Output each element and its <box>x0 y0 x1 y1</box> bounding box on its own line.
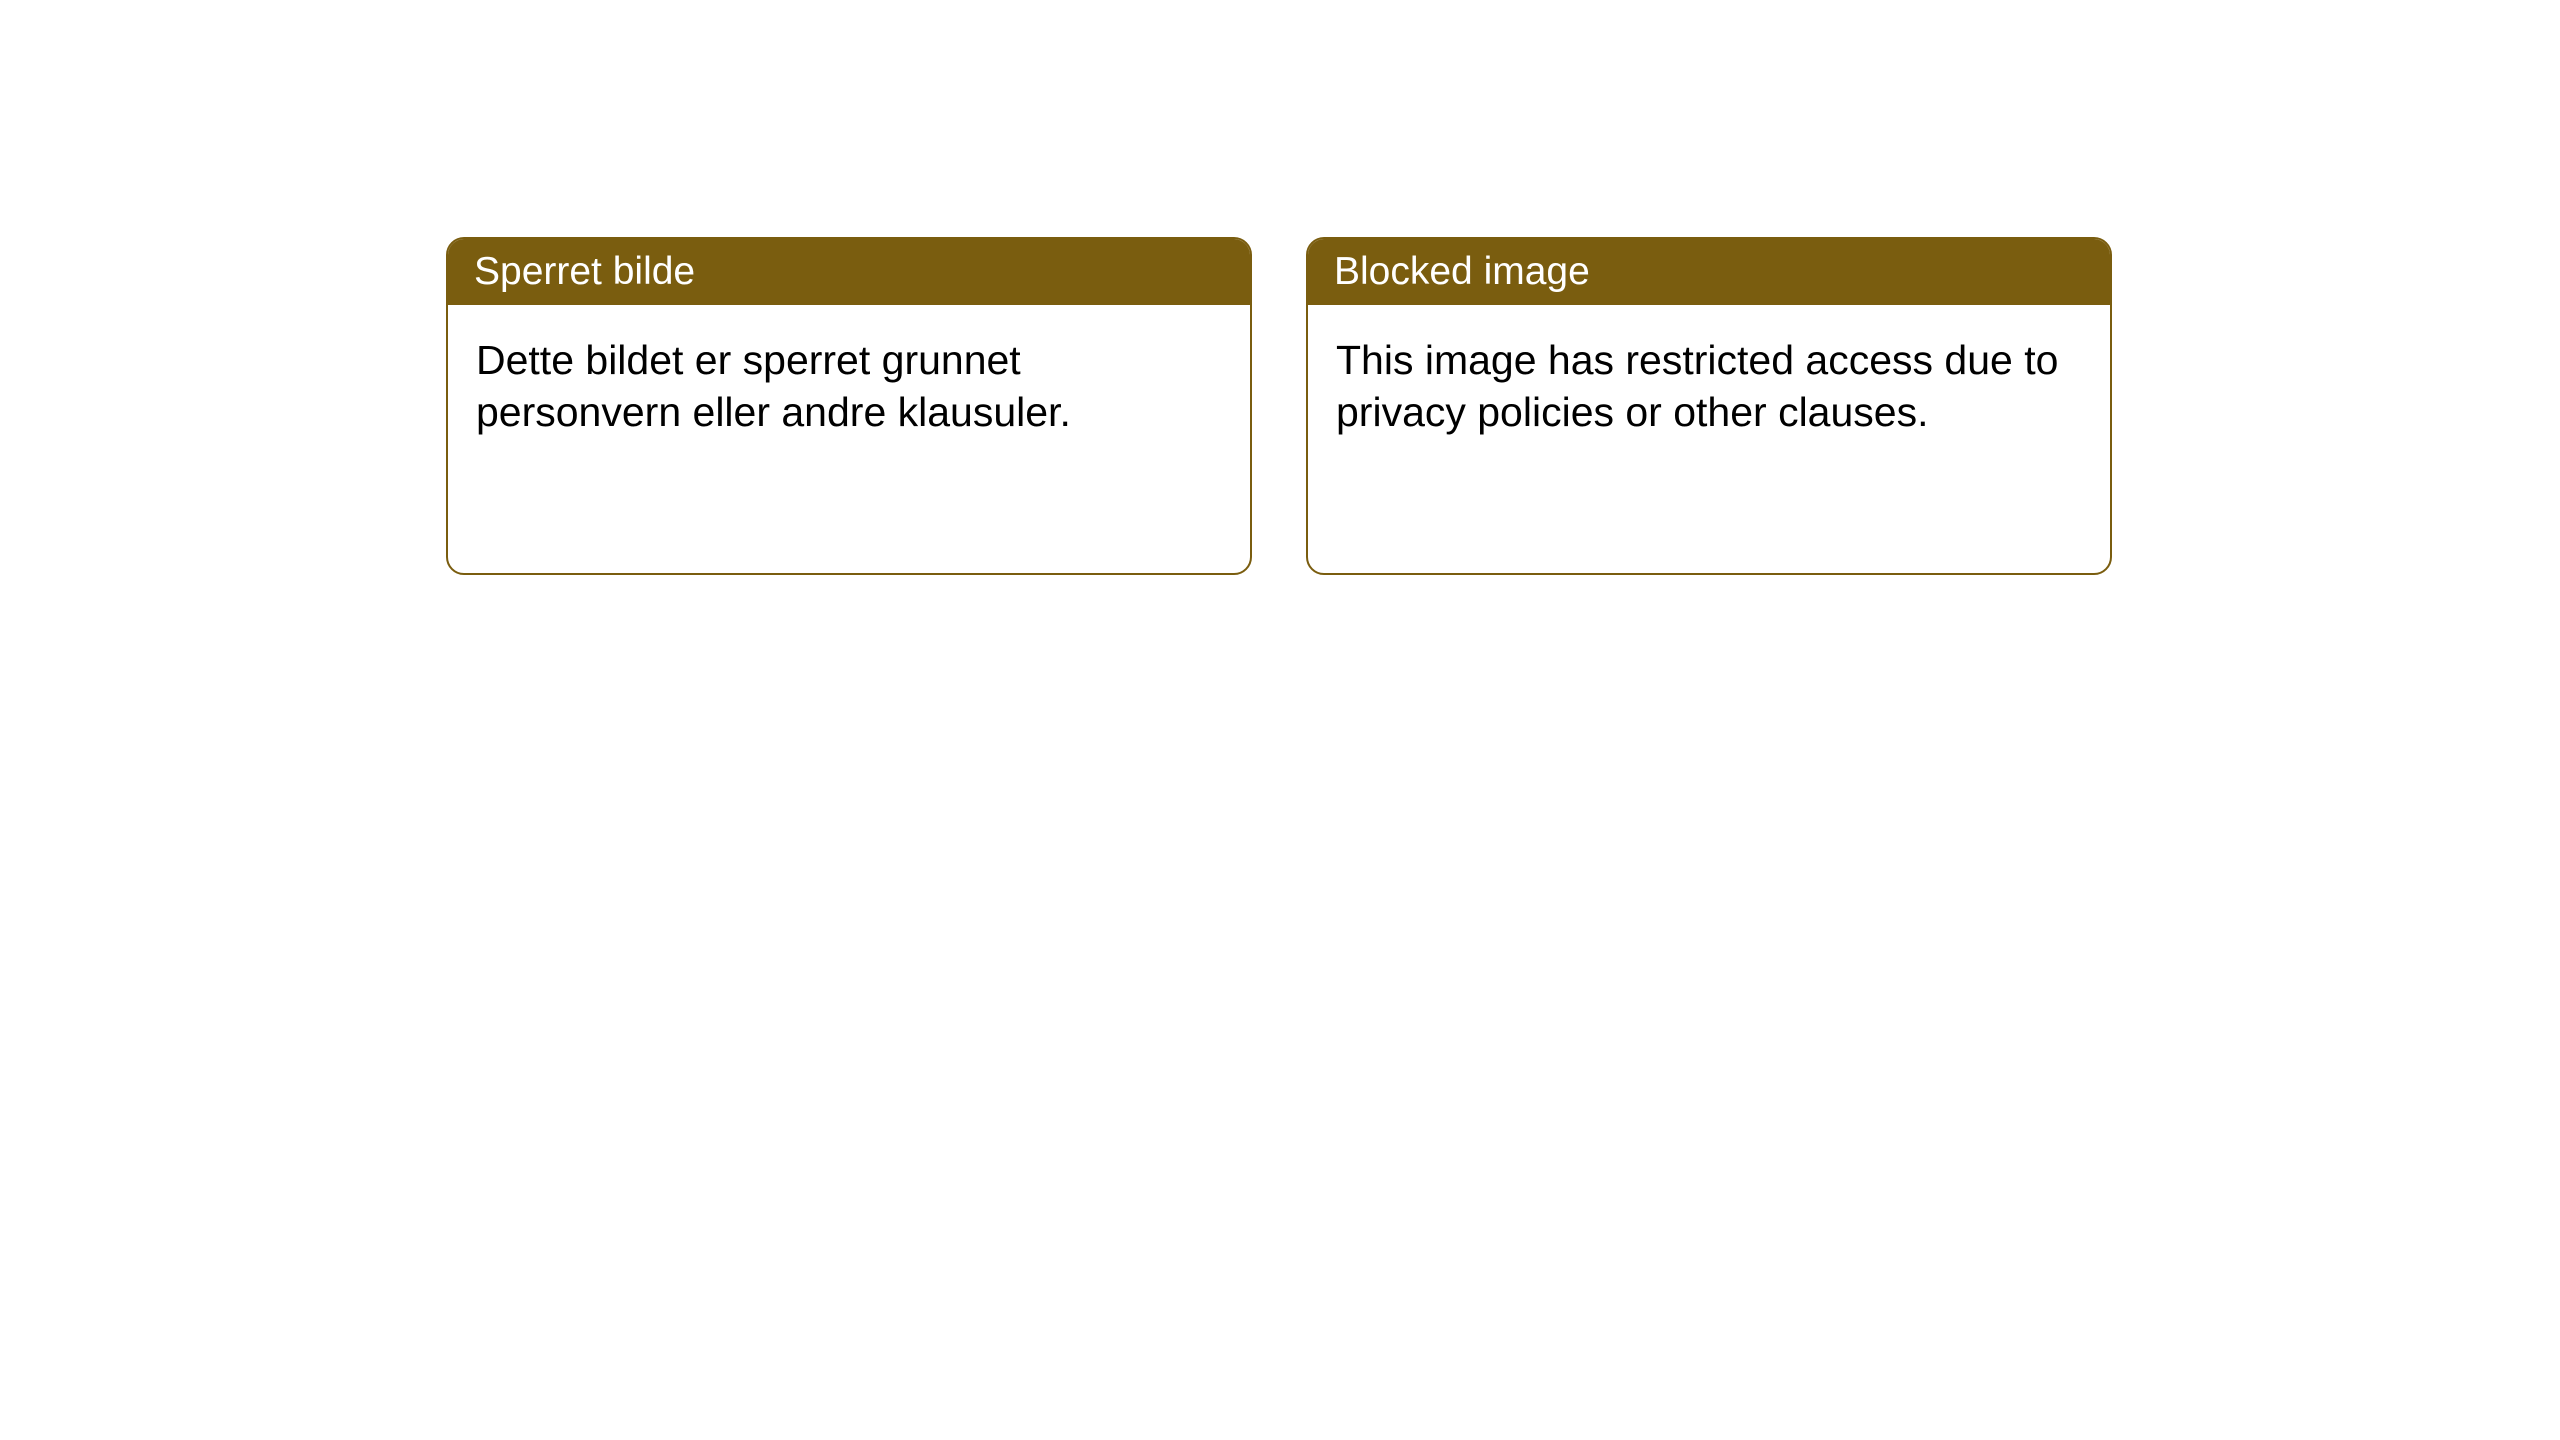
notice-card-norwegian: Sperret bilde Dette bildet er sperret gr… <box>446 237 1252 575</box>
notice-body-english: This image has restricted access due to … <box>1308 305 2110 468</box>
notice-title-norwegian: Sperret bilde <box>448 239 1250 305</box>
notice-title-english: Blocked image <box>1308 239 2110 305</box>
notice-container: Sperret bilde Dette bildet er sperret gr… <box>0 0 2560 575</box>
notice-body-norwegian: Dette bildet er sperret grunnet personve… <box>448 305 1250 468</box>
notice-card-english: Blocked image This image has restricted … <box>1306 237 2112 575</box>
